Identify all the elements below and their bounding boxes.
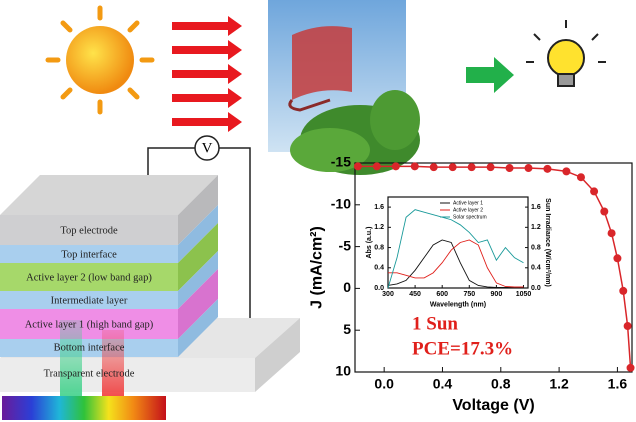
layer-label: Active layer 2 (low band gap) (26, 272, 152, 283)
y2-axis-label: Sun Irradiance (W/cm²/nm) (544, 198, 551, 287)
y-tick-label: 5 (343, 321, 351, 337)
voltmeter-label: V (202, 140, 213, 156)
data-point (600, 207, 609, 216)
x-tick-label: 0.4 (433, 375, 453, 391)
y2-tick-label: 1.2 (531, 224, 541, 231)
x-axis-label: Voltage (V) (452, 397, 534, 414)
y-tick-label: -10 (331, 196, 351, 212)
y-tick-label: -5 (339, 237, 352, 253)
x-tick-label: 450 (409, 291, 421, 298)
data-point (372, 162, 381, 171)
y-tick-label: 1.2 (374, 224, 384, 231)
data-point (576, 173, 585, 182)
data-point (613, 254, 622, 263)
legend-label: Active layer 2 (453, 207, 483, 213)
light-arrows (172, 16, 242, 132)
y-tick-label: 10 (335, 363, 351, 379)
data-point (562, 167, 571, 176)
data-point (429, 163, 438, 172)
layer-label: Top interface (61, 249, 117, 260)
data-point (590, 187, 599, 196)
y2-tick-label: 0.0 (531, 285, 541, 292)
x-tick-label: 1.2 (549, 375, 569, 391)
y-tick-label: 0.0 (374, 285, 384, 292)
y2-tick-label: 1.6 (531, 204, 541, 211)
x-tick-label: 750 (463, 291, 475, 298)
y-tick-label: 0.4 (374, 265, 384, 272)
legend-label: Solar spectrum (453, 214, 487, 220)
data-point (391, 162, 400, 171)
layer-label: Bottom interface (54, 342, 125, 353)
device-stack (0, 175, 300, 396)
data-point (524, 164, 533, 173)
x-tick-label: 0.8 (491, 375, 511, 391)
y-tick-label: -15 (331, 154, 351, 170)
data-point (543, 164, 552, 173)
y-axis-label: J (mA/cm²) (308, 226, 325, 309)
x-tick-label: 300 (382, 291, 394, 298)
series-line (387, 209, 524, 289)
y-tick-label: 1.6 (374, 204, 384, 211)
x-tick-label: 0.0 (374, 375, 394, 391)
photo (268, 0, 420, 175)
y-tick-label: 0.8 (374, 244, 384, 251)
annotation: PCE=17.3% (412, 338, 513, 359)
data-point (607, 229, 616, 238)
x-tick-label: 600 (436, 291, 448, 298)
data-point (626, 363, 635, 372)
x-tick-label: 1.6 (608, 375, 628, 391)
layer-label: Intermediate layer (51, 295, 128, 306)
data-point (505, 164, 514, 173)
sun (45, 5, 155, 115)
data-point (623, 322, 632, 331)
layer-label: Active layer 1 (high band gap) (25, 319, 154, 330)
x-tick-label: 1050 (516, 291, 532, 298)
y-axis-label: Abs (a.u.) (366, 227, 373, 259)
x-tick-label: 900 (491, 291, 503, 298)
data-point (448, 163, 457, 172)
x-axis-label: Wavelength (nm) (430, 302, 486, 309)
layer-label: Top electrode (60, 225, 118, 236)
data-point (619, 286, 628, 295)
output-arrow (466, 57, 514, 93)
data-point (353, 162, 362, 171)
y-tick-label: 0 (343, 279, 351, 295)
y2-tick-label: 0.8 (531, 244, 541, 251)
series-line (387, 239, 524, 288)
legend-label: Active layer 1 (453, 200, 483, 206)
plot-frame (354, 162, 633, 373)
layer-label: Transparent electrode (44, 368, 135, 379)
plot-frame (387, 196, 529, 289)
data-point (410, 162, 419, 171)
data-point (486, 163, 495, 172)
light-bulb (526, 20, 606, 87)
y2-tick-label: 0.4 (531, 265, 541, 272)
spectrum-bar (2, 396, 166, 420)
data-point (467, 163, 476, 172)
series-line (388, 239, 524, 288)
annotation: 1 Sun (412, 313, 458, 334)
